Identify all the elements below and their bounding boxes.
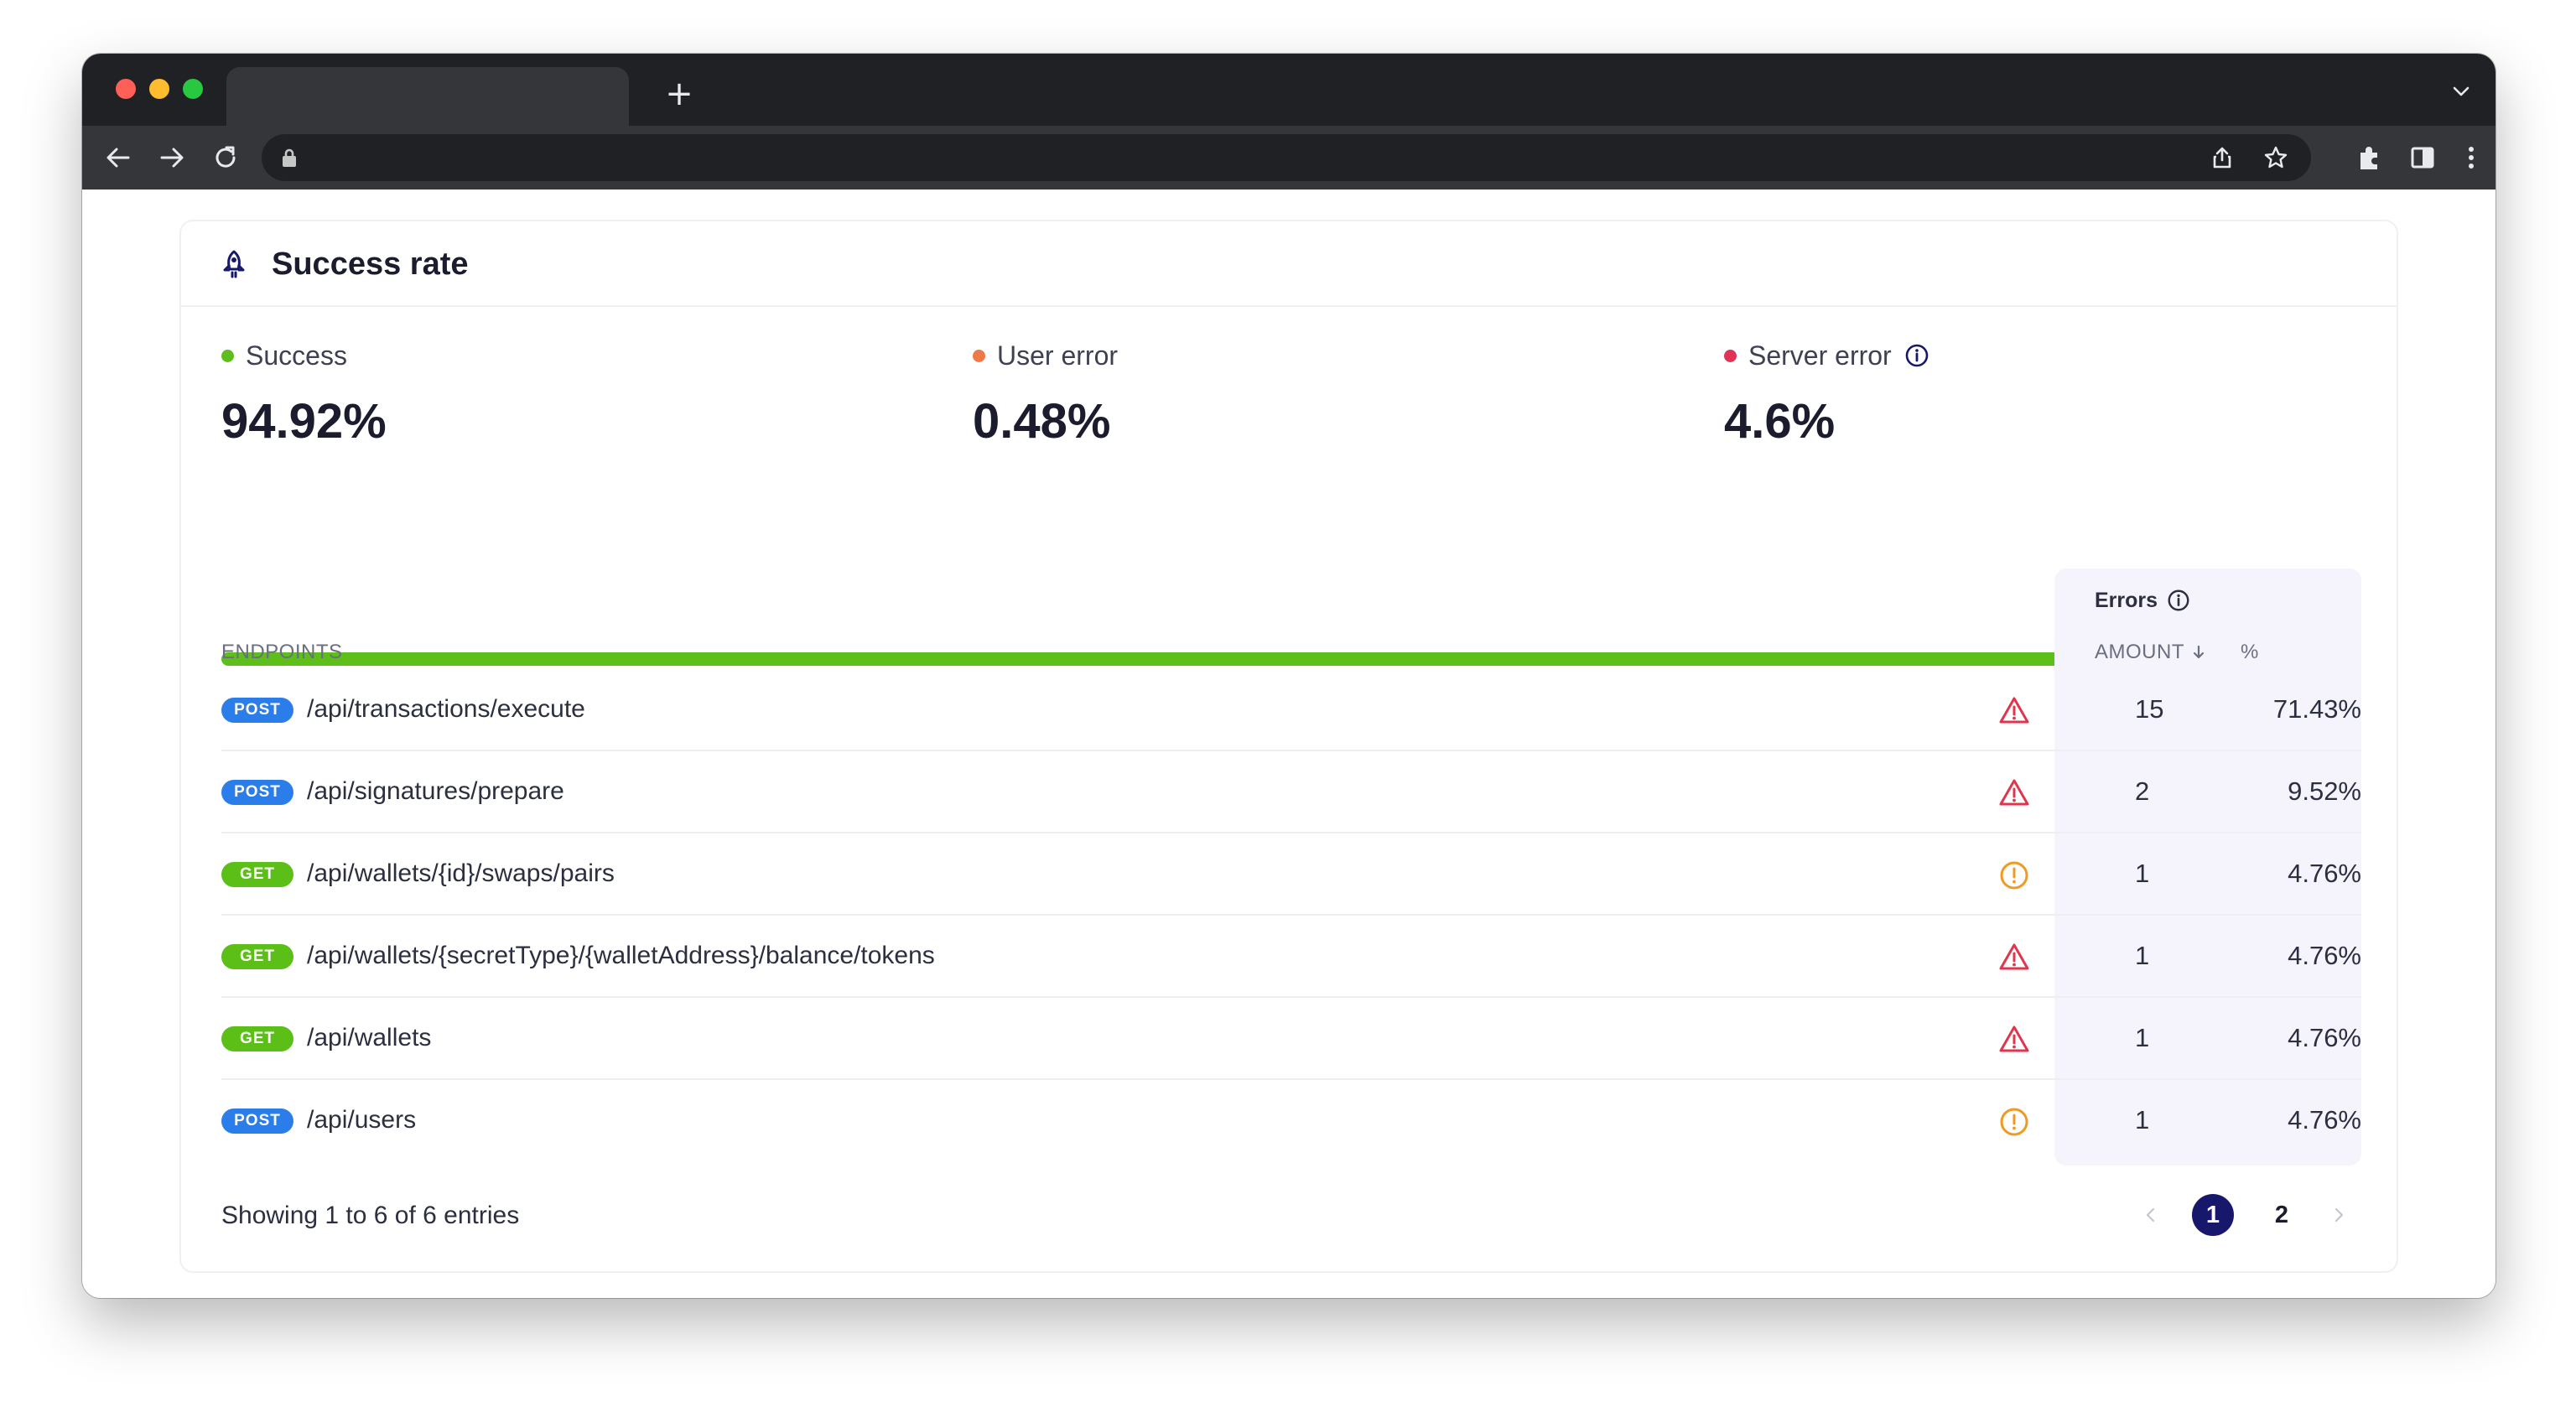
endpoint-path: /api/transactions/execute	[307, 695, 585, 723]
amount-header-label: AMOUNT	[2095, 641, 2184, 663]
server-error-dot	[1724, 349, 1737, 362]
endpoint-path: /api/users	[307, 1106, 417, 1134]
page-content: Success rate Success 94.92% User error 0	[82, 190, 2496, 1298]
success-segment	[221, 652, 2253, 666]
lock-icon	[280, 148, 299, 168]
table-row[interactable]: POST /api/users 1 4.76%	[221, 1080, 2361, 1162]
user-error-value: 0.48%	[973, 394, 1111, 449]
success-rate-bar	[221, 652, 2361, 666]
page-title: Success rate	[272, 247, 469, 282]
error-percent: 71.43%	[2272, 694, 2361, 724]
error-amount: 1	[2135, 1105, 2150, 1134]
browser-window: +	[82, 54, 2496, 1298]
entries-summary: Showing 1 to 6 of 6 entries	[221, 1202, 520, 1229]
warning-triangle-icon	[1997, 1023, 2031, 1057]
info-icon[interactable]	[1903, 342, 1930, 369]
rocket-icon	[220, 249, 248, 279]
page-1-button[interactable]: 1	[2192, 1194, 2234, 1236]
error-percent: 4.76%	[2288, 1023, 2361, 1052]
alert-circle-icon	[1997, 859, 2031, 892]
error-percent: 9.52%	[2288, 776, 2361, 806]
errors-column-panel	[2054, 569, 2361, 1166]
address-bar[interactable]	[262, 134, 2311, 181]
browser-toolbar	[82, 126, 2496, 190]
http-method-badge: GET	[221, 1026, 293, 1051]
success-rate-card: Success rate Success 94.92% User error 0	[179, 220, 2398, 1273]
new-tab-button[interactable]: +	[665, 75, 693, 113]
percent-column-header[interactable]: %	[2241, 641, 2259, 663]
info-icon[interactable]	[2166, 588, 2191, 613]
amount-column-header[interactable]: AMOUNT	[2095, 639, 2206, 666]
maximize-window-button[interactable]	[183, 79, 203, 99]
error-percent: 4.76%	[2288, 1105, 2361, 1134]
table-row[interactable]: GET /api/wallets/{secretType}/{walletAdd…	[221, 916, 2361, 998]
success-dot	[221, 349, 234, 362]
warning-triangle-icon	[1997, 941, 2031, 974]
server-error-stat: Server error 4.6%	[1724, 339, 1930, 449]
user-error-dot	[973, 349, 985, 362]
table-row[interactable]: GET /api/wallets 1 4.76%	[221, 998, 2361, 1080]
error-amount: 15	[2135, 694, 2164, 724]
server-error-value: 4.6%	[1724, 394, 1836, 449]
extensions-puzzle-icon[interactable]	[2353, 142, 2385, 174]
success-value: 94.92%	[221, 394, 387, 449]
user-error-stat: User error 0.48%	[973, 339, 1118, 449]
bookmark-star-icon[interactable]	[2262, 144, 2289, 171]
error-percent: 4.76%	[2288, 941, 2361, 970]
browser-tab[interactable]	[226, 67, 629, 126]
http-method-badge: GET	[221, 944, 293, 969]
forward-arrow-icon[interactable]	[156, 142, 188, 174]
http-method-badge: POST	[221, 780, 293, 805]
server-error-label: Server error	[1748, 340, 1892, 371]
table-row[interactable]: GET /api/wallets/{id}/swaps/pairs 1 4.76…	[221, 833, 2361, 916]
endpoint-path: /api/wallets	[307, 1024, 432, 1051]
success-label: Success	[246, 340, 347, 371]
table-row[interactable]: POST /api/transactions/execute 15 71.43%	[221, 669, 2361, 751]
reload-icon[interactable]	[210, 142, 242, 174]
endpoint-path: /api/wallets/{secretType}/{walletAddress…	[307, 942, 935, 969]
endpoints-column-header: ENDPOINTS	[221, 641, 343, 663]
error-amount: 1	[2135, 1023, 2150, 1052]
endpoint-path: /api/wallets/{id}/swaps/pairs	[307, 859, 615, 887]
http-method-badge: POST	[221, 698, 293, 723]
error-amount: 2	[2135, 776, 2150, 806]
table-row[interactable]: POST /api/signatures/prepare 2 9.52%	[221, 751, 2361, 833]
success-stat: Success 94.92%	[221, 339, 387, 449]
chevron-down-icon[interactable]	[2450, 80, 2472, 102]
more-menu-icon[interactable]	[2455, 142, 2487, 174]
endpoint-table: POST /api/transactions/execute 15 71.43%…	[221, 669, 2361, 1162]
chevron-right-icon[interactable]	[2326, 1202, 2351, 1228]
http-method-badge: POST	[221, 1108, 293, 1134]
close-window-button[interactable]	[116, 79, 136, 99]
share-icon[interactable]	[2209, 144, 2236, 171]
warning-triangle-icon	[1997, 694, 2031, 728]
error-percent: 4.76%	[2288, 859, 2361, 888]
errors-header: Errors	[2095, 587, 2191, 614]
side-panel-icon[interactable]	[2407, 142, 2438, 174]
warning-triangle-icon	[1997, 776, 2031, 810]
card-header: Success rate	[181, 221, 2397, 307]
alert-circle-icon	[1997, 1105, 2031, 1139]
minimize-window-button[interactable]	[149, 79, 169, 99]
tab-strip: +	[82, 54, 2496, 126]
page-2-button[interactable]: 2	[2274, 1202, 2289, 1228]
error-amount: 1	[2135, 859, 2150, 888]
errors-header-label: Errors	[2095, 589, 2158, 612]
sort-down-arrow-icon	[2191, 644, 2206, 661]
chevron-left-icon[interactable]	[2138, 1202, 2163, 1228]
error-amount: 1	[2135, 941, 2150, 970]
back-arrow-icon[interactable]	[102, 142, 134, 174]
user-error-label: User error	[997, 340, 1119, 371]
endpoint-path: /api/signatures/prepare	[307, 777, 564, 805]
http-method-badge: GET	[221, 862, 293, 887]
